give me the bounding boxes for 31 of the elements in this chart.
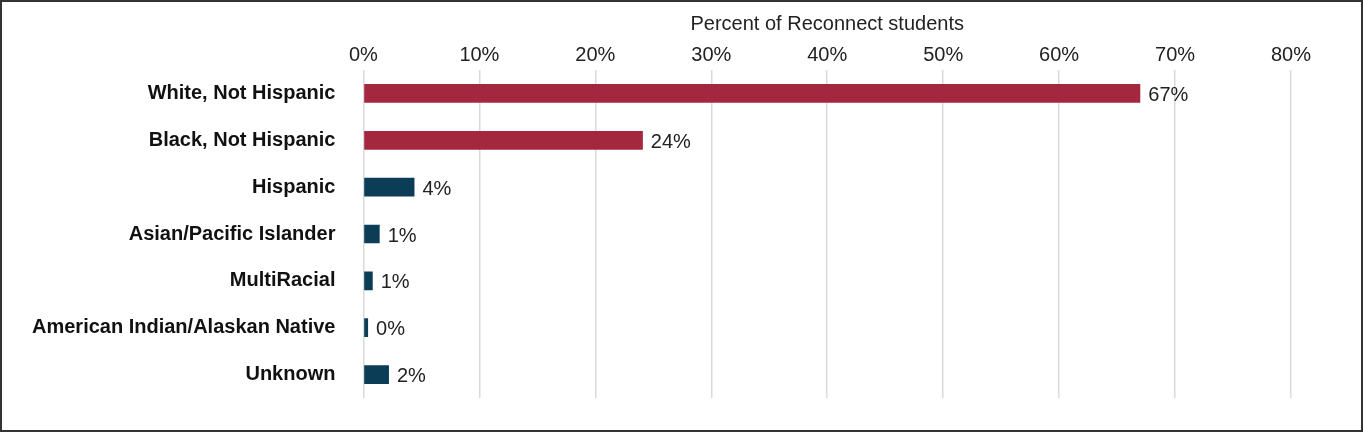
bar: [364, 318, 369, 338]
bar: [364, 84, 1141, 103]
x-tick-label: 20%: [575, 42, 616, 65]
x-tick-label: 70%: [1155, 42, 1196, 65]
x-tick-label: 0%: [348, 42, 379, 65]
x-tick-label: 40%: [807, 42, 848, 65]
bar: [364, 177, 415, 197]
y-tick-label: American Indian/Alaskan Native: [31, 315, 336, 338]
data-label: 67%: [1148, 82, 1189, 105]
x-tick-label: 80%: [1270, 42, 1312, 65]
data-label: 24%: [650, 129, 692, 152]
data-label: 0%: [376, 317, 406, 340]
x-tick-label: 50%: [923, 42, 964, 65]
bar: [364, 224, 380, 244]
x-tick-label: 10%: [459, 42, 500, 65]
y-tick-label: White, Not Hispanic: [147, 80, 336, 103]
y-tick-label: Black, Not Hispanic: [148, 127, 336, 150]
y-tick-label: Asian/Pacific Islander: [128, 221, 336, 244]
x-tick-label: 30%: [691, 42, 732, 65]
bar: [364, 130, 643, 150]
data-label: 4%: [422, 176, 452, 199]
bar: [364, 271, 373, 291]
y-tick-label: MultiRacial: [229, 268, 336, 291]
x-axis-title: Percent of Reconnect students: [690, 11, 964, 34]
bar: [364, 365, 389, 384]
y-tick-label: Unknown: [245, 362, 336, 385]
data-label: 1%: [380, 270, 410, 293]
data-label: 2%: [396, 364, 427, 387]
data-label: 1%: [387, 223, 417, 246]
y-tick-label: Hispanic: [252, 174, 336, 197]
x-tick-label: 60%: [1039, 42, 1080, 65]
